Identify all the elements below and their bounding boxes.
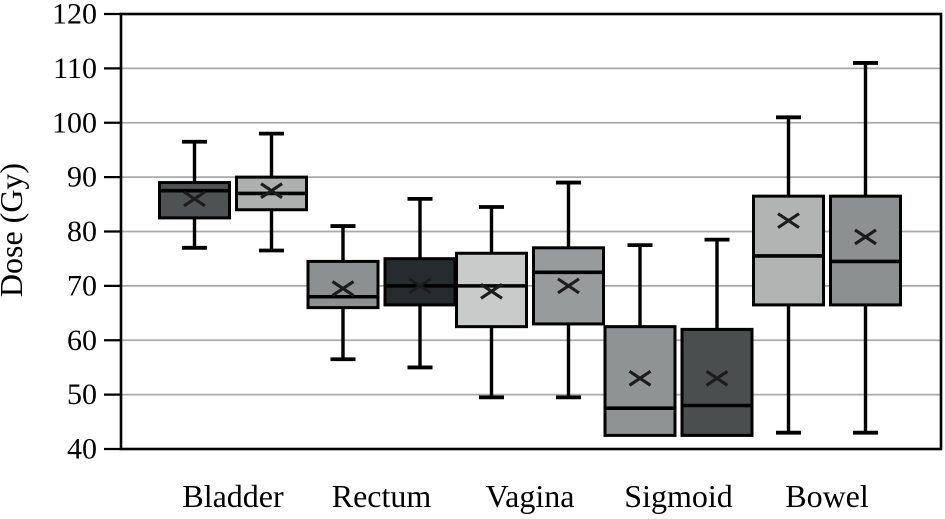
mean-marker	[260, 182, 283, 200]
boxes-layer	[158, 61, 902, 437]
y-tick-label: 110	[53, 52, 97, 85]
x-category-label: Bladder	[182, 478, 284, 514]
box-rectum-1	[306, 224, 380, 362]
x-category-label: Bowel	[785, 478, 869, 514]
iqr-box	[603, 325, 677, 437]
box-sigmoid-1	[603, 243, 677, 437]
y-tick-label: 100	[52, 106, 97, 139]
y-tick-label: 80	[67, 215, 97, 248]
iqr-box	[829, 194, 902, 307]
y-tick-label: 40	[67, 433, 97, 466]
mean-marker	[705, 370, 729, 387]
x-category-label: Vagina	[486, 478, 575, 514]
y-tick-label: 70	[67, 269, 97, 302]
box-vagina-1	[455, 205, 528, 400]
iqr-box	[383, 257, 457, 307]
y-tick-label: 90	[67, 161, 97, 194]
box-sigmoid-2	[680, 237, 754, 437]
mean-marker	[480, 283, 503, 300]
box-bladder-1	[158, 139, 231, 250]
y-tick-label: 120	[52, 0, 97, 31]
iqr-box	[752, 194, 825, 307]
mean-marker	[777, 212, 800, 229]
labels-layer: 40 50 60 70 80 90 100 110 120 Bladder Rectum Vagina…	[52, 0, 869, 514]
mean-marker	[183, 190, 206, 208]
mean-marker	[408, 277, 432, 295]
iqr-box	[306, 259, 380, 310]
box-bowel-2	[829, 61, 902, 435]
y-tick-label: 50	[67, 378, 97, 411]
box-bladder-2	[235, 131, 308, 253]
mean-marker	[854, 228, 877, 246]
x-category-label: Sigmoid	[624, 478, 732, 514]
axes-layer	[104, 12, 943, 451]
y-axis-title: Dose (Gy)	[0, 163, 29, 297]
mean-marker	[331, 280, 355, 297]
iqr-box	[680, 327, 754, 437]
x-category-label: Rectum	[332, 478, 432, 514]
box-rectum-2	[383, 196, 457, 370]
mean-marker	[557, 277, 580, 295]
box-vagina-2	[532, 180, 605, 400]
box-bowel-1	[752, 115, 825, 435]
mean-marker	[628, 370, 652, 387]
y-tick-label: 60	[67, 324, 97, 357]
